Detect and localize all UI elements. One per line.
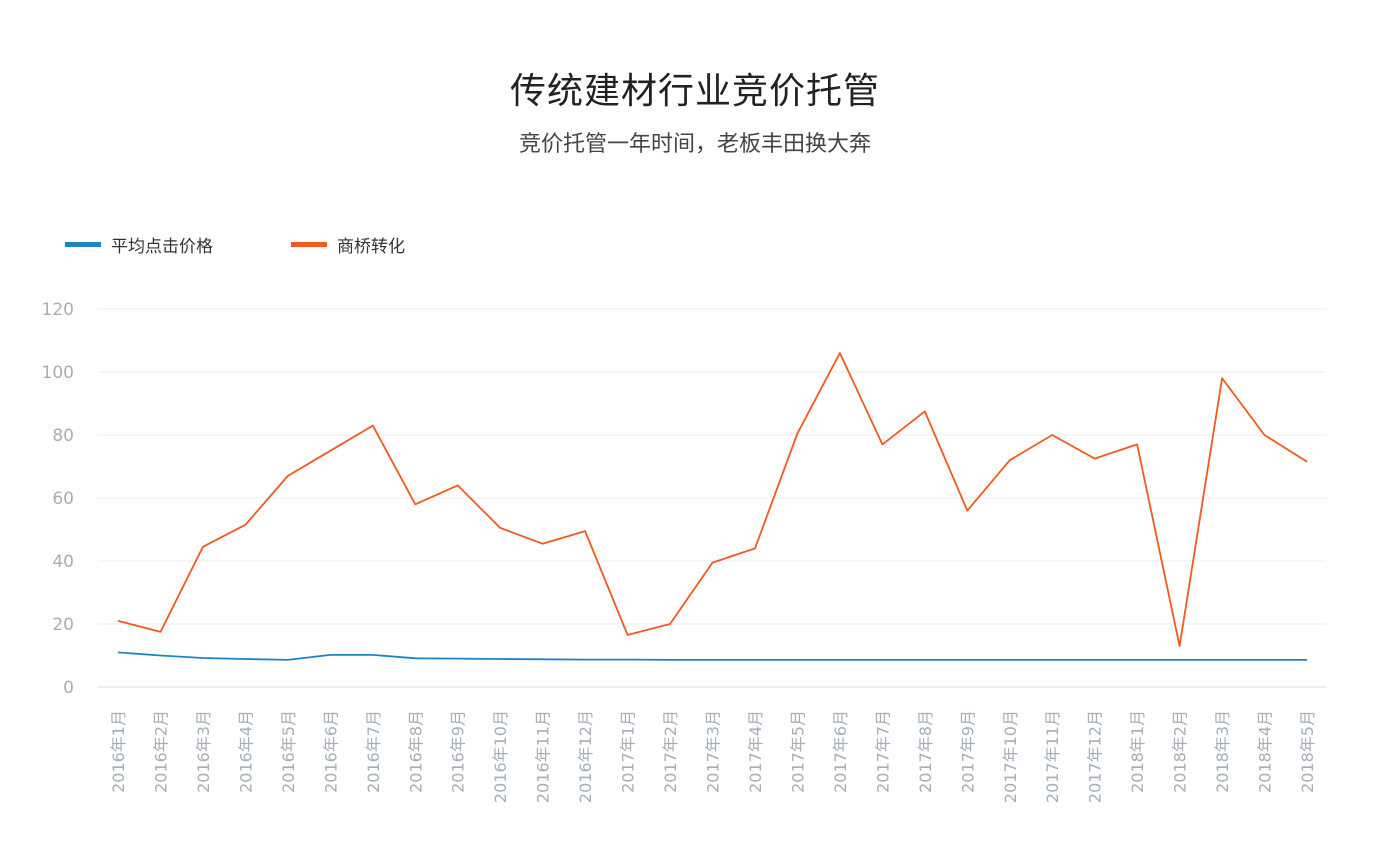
x-tick-label: 2016年11月 [534,710,553,803]
y-tick-label: 100 [42,363,74,383]
x-axis-ticks: 2016年1月 2016年2月 2016年3月 2016年4月 2016年5月 2016年… [109,710,1317,803]
y-tick-label: 120 [42,300,74,320]
x-tick-label: 2017年5月 [788,710,807,793]
series-lines [117,352,1308,661]
x-tick-label: 2018年5月 [1298,710,1317,793]
x-tick-label: 2018年4月 [1256,710,1275,793]
x-tick-label: 2016年12月 [576,710,595,803]
x-tick-label: 2017年8月 [916,710,935,793]
x-tick-label: 2017年3月 [704,710,723,793]
legend-label-shangqiao-conversion: 商桥转化 [337,237,405,257]
y-tick-label: 0 [63,678,74,698]
series-line-shangqiao-conversion [117,352,1308,647]
legend-item-shangqiao-conversion[interactable]: 商桥转化 [291,232,405,257]
chart-subtitle: 竞价托管一年时间，老板丰田换大奔 [518,132,871,157]
x-tick-label: 2016年5月 [279,710,298,793]
x-tick-label: 2016年3月 [194,710,213,793]
chart-title: 传统建材行业竞价托管 [509,71,880,112]
x-tick-label: 2017年9月 [958,710,977,793]
legend-label-avg-click-price: 平均点击价格 [111,237,213,257]
legend-swatch-shangqiao-conversion [291,242,327,247]
x-tick-label: 2017年12月 [1086,710,1105,803]
y-tick-label: 60 [52,489,74,509]
x-tick-label: 2017年11月 [1043,710,1062,803]
x-tick-label: 2016年4月 [236,710,255,793]
x-tick-label: 2017年7月 [873,710,892,793]
x-tick-label: 2018年1月 [1128,710,1147,793]
x-tick-label: 2016年7月 [364,710,383,793]
x-tick-label: 2017年4月 [746,710,765,793]
x-tick-label: 2016年10月 [491,710,510,803]
legend-swatch-avg-click-price [65,242,101,247]
x-tick-label: 2016年9月 [449,710,468,793]
x-tick-label: 2017年6月 [831,710,850,793]
x-tick-label: 2016年1月 [109,710,128,793]
y-tick-label: 80 [52,426,74,446]
y-axis-ticks: 0 20 40 60 80 100 120 [42,300,74,698]
x-tick-label: 2017年10月 [1001,710,1020,803]
x-tick-label: 2016年6月 [321,710,340,793]
x-tick-label: 2018年3月 [1213,710,1232,793]
x-tick-label: 2018年2月 [1171,710,1190,793]
y-tick-label: 20 [52,615,74,635]
grid-lines [98,308,1326,688]
x-tick-label: 2016年8月 [406,710,425,793]
series-line-avg-click-price [117,651,1307,661]
x-tick-label: 2017年2月 [661,710,680,793]
legend-item-avg-click-price[interactable]: 平均点击价格 [65,232,213,257]
y-tick-label: 40 [52,552,74,572]
x-tick-label: 2017年1月 [619,710,638,793]
x-tick-label: 2016年2月 [151,710,170,793]
